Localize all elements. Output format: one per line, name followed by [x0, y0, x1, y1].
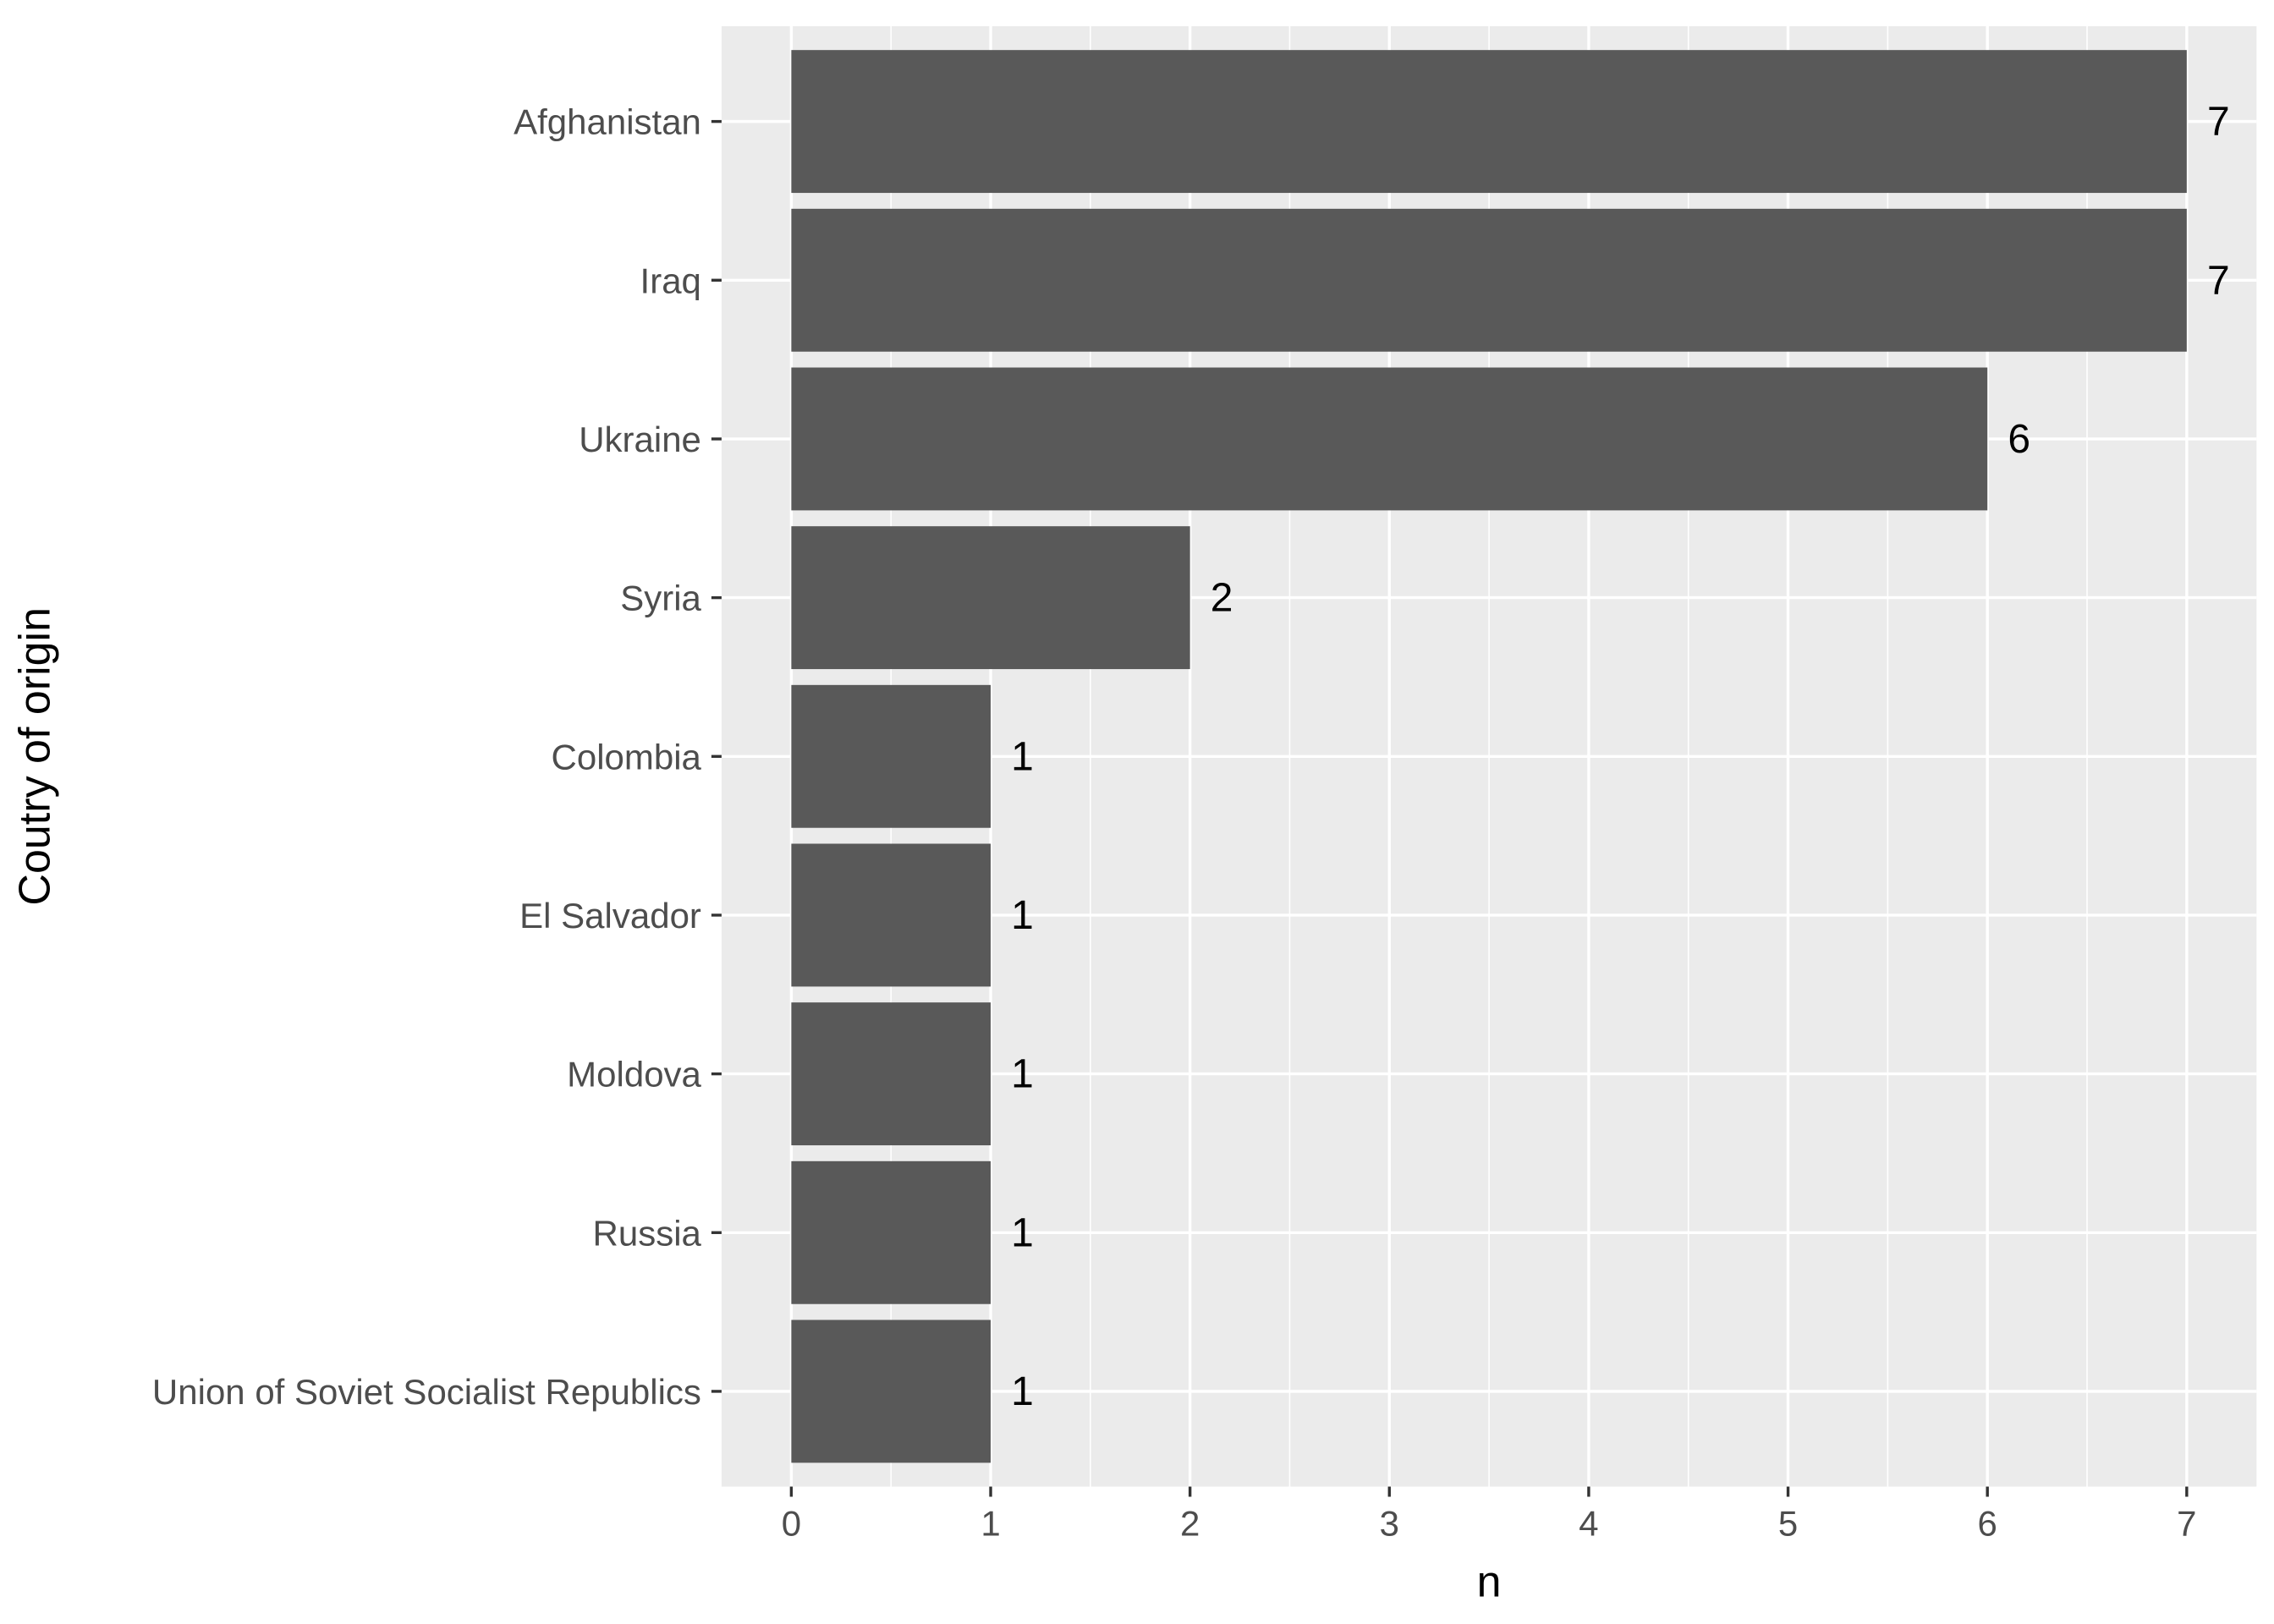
y-tick-label: Iraq — [640, 261, 701, 300]
bar-value-label: 2 — [1211, 576, 1233, 621]
x-tick-label: 4 — [1579, 1504, 1598, 1544]
bar-value-label: 1 — [1011, 734, 1034, 779]
bar — [791, 684, 991, 828]
y-tick-label: Russia — [593, 1213, 702, 1253]
bar-value-label: 6 — [2008, 417, 2030, 462]
bar — [791, 1320, 991, 1463]
bar-value-label: 7 — [2207, 100, 2230, 145]
bars — [791, 50, 2187, 1463]
y-axis-title: Coutry of origin — [11, 607, 60, 906]
bar-value-label: 1 — [1011, 1052, 1034, 1097]
bar — [791, 1002, 991, 1146]
x-tick-label: 6 — [1978, 1504, 1997, 1544]
bar — [791, 50, 2187, 194]
x-axis: 0 1 2 3 4 5 6 7 — [782, 1486, 2197, 1544]
y-tick-label: Ukraine — [579, 420, 701, 459]
bar — [791, 1160, 991, 1304]
bar-value-label: 1 — [1011, 1369, 1034, 1414]
bar — [791, 367, 1988, 511]
y-tick-label: Colombia — [552, 737, 702, 776]
y-tick-label: Afghanistan — [514, 102, 701, 142]
bar — [791, 843, 991, 987]
y-tick-label: Syria — [620, 579, 701, 618]
x-tick-label: 2 — [1180, 1504, 1200, 1544]
bar-value-label: 7 — [2207, 258, 2230, 303]
y-tick-label: Moldova — [567, 1055, 701, 1095]
x-tick-label: 3 — [1380, 1504, 1399, 1544]
x-tick-label: 5 — [1778, 1504, 1798, 1544]
bar — [791, 526, 1190, 670]
y-axis: Afghanistan Iraq Ukraine Syria Colombia El Sa… — [152, 102, 722, 1412]
y-tick-label: Union of Soviet Socialist Republics — [152, 1372, 701, 1412]
x-tick-label: 7 — [2177, 1504, 2196, 1544]
x-axis-title: n — [1477, 1558, 1502, 1607]
y-tick-label: El Salvador — [519, 896, 701, 935]
data-labels: 7 7 6 2 1 1 1 1 1 — [1011, 100, 2230, 1414]
bar — [791, 208, 2187, 352]
x-tick-label: 0 — [782, 1504, 801, 1544]
bar-value-label: 1 — [1011, 893, 1034, 938]
bar-value-label: 1 — [1011, 1210, 1034, 1255]
x-tick-label: 1 — [980, 1504, 1000, 1544]
